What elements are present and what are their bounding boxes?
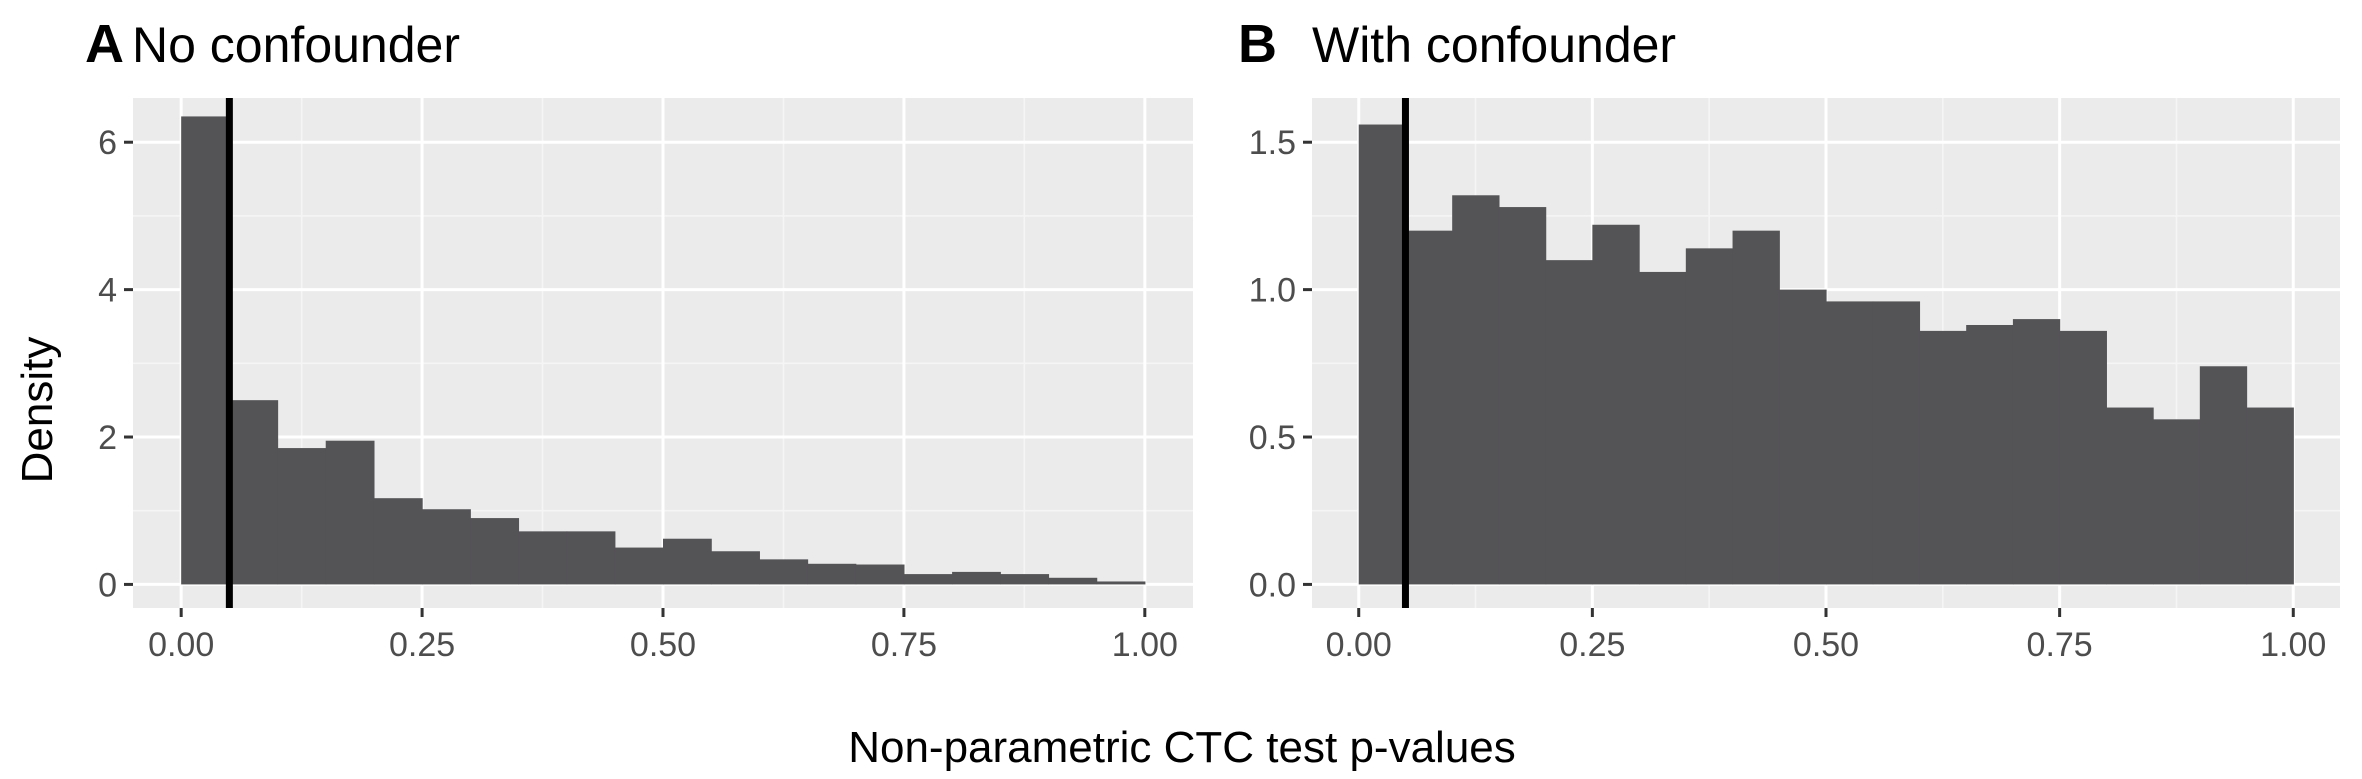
bar-a-19 — [1096, 581, 1146, 585]
y-axis-b: 0.0 0.5 1.0 1.5 — [1249, 124, 1312, 604]
panel-a: A No confounder 0.00 0.25 0.50 0.75 1.00 0 2 4… — [85, 14, 1193, 664]
y-tick-label-a-2: 4 — [98, 272, 117, 310]
x-axis-a: 0.00 0.25 0.50 0.75 1.00 — [148, 608, 1178, 664]
bar-a-0 — [181, 116, 230, 585]
panel-tag-a: A — [85, 14, 124, 74]
bar-a-6 — [470, 518, 520, 585]
bar-a-4 — [373, 498, 423, 585]
bar-a-12 — [759, 559, 809, 585]
bar-b-2 — [1452, 195, 1500, 585]
x-tick-label-b-3: 0.75 — [2027, 626, 2093, 664]
bar-b-18 — [2199, 366, 2248, 585]
bar-a-15 — [903, 574, 953, 585]
bar-a-3 — [325, 440, 375, 585]
bar-b-6 — [1639, 271, 1687, 585]
x-tick-label-a-4: 1.00 — [1112, 626, 1178, 664]
bar-b-9 — [1779, 289, 1827, 585]
bar-b-4 — [1545, 260, 1593, 585]
panel-title-a: No confounder — [132, 17, 460, 73]
bar-b-19 — [2246, 407, 2294, 585]
bars-b — [1358, 124, 2294, 585]
panel-title-b: With confounder — [1312, 17, 1676, 73]
bar-b-5 — [1592, 224, 1640, 585]
bar-a-8 — [566, 531, 616, 585]
bar-a-2 — [277, 448, 327, 585]
bar-a-18 — [1048, 577, 1098, 585]
x-tick-label-a-1: 0.25 — [389, 626, 455, 664]
panel-b: B With confounder 0.00 0.25 0.50 0.75 1.00 0… — [1238, 14, 2340, 664]
bars-a — [181, 116, 1146, 585]
bar-b-1 — [1405, 230, 1453, 585]
bar-a-1 — [229, 400, 279, 585]
panel-tag-b: B — [1238, 14, 1277, 74]
y-tick-label-b-3: 1.5 — [1249, 124, 1296, 162]
bar-b-16 — [2106, 407, 2154, 585]
bar-b-10 — [1826, 301, 1874, 585]
y-tick-label-a-0: 0 — [98, 566, 117, 604]
y-tick-label-b-0: 0.0 — [1249, 566, 1296, 604]
bar-b-11 — [1872, 301, 1921, 585]
bar-a-7 — [518, 531, 568, 585]
bar-a-17 — [1000, 574, 1050, 585]
bar-b-7 — [1685, 248, 1734, 585]
bar-a-16 — [952, 571, 1001, 585]
y-tick-label-b-1: 0.5 — [1249, 419, 1296, 457]
bar-b-3 — [1498, 207, 1547, 585]
x-tick-label-b-4: 1.00 — [2260, 626, 2326, 664]
y-axis-a: 0 2 4 6 — [98, 124, 133, 604]
x-axis-title: Non-parametric CTC test p-values — [848, 723, 1516, 772]
x-tick-label-a-3: 0.75 — [871, 626, 937, 664]
x-axis-b: 0.00 0.25 0.50 0.75 1.00 — [1326, 608, 2326, 664]
x-tick-label-b-1: 0.25 — [1559, 626, 1625, 664]
bar-a-9 — [614, 547, 664, 585]
bar-b-8 — [1732, 230, 1780, 585]
y-tick-label-b-2: 1.0 — [1249, 272, 1296, 310]
x-tick-label-a-2: 0.50 — [630, 626, 696, 664]
x-tick-label-a-0: 0.00 — [148, 626, 214, 664]
bar-b-17 — [2153, 419, 2201, 585]
bar-b-13 — [1966, 324, 2014, 585]
y-tick-label-a-1: 2 — [98, 419, 117, 457]
y-tick-label-a-3: 6 — [98, 124, 117, 162]
bar-a-14 — [855, 564, 905, 585]
x-tick-label-b-0: 0.00 — [1326, 626, 1392, 664]
bar-b-0 — [1358, 124, 1407, 585]
bar-a-5 — [422, 509, 471, 585]
x-tick-label-b-2: 0.50 — [1793, 626, 1859, 664]
bar-a-10 — [663, 538, 712, 585]
bar-b-14 — [2012, 319, 2061, 585]
bar-a-13 — [807, 563, 857, 585]
bar-a-11 — [711, 551, 760, 585]
y-axis-title: Density — [13, 337, 62, 484]
bar-b-12 — [1919, 330, 1967, 585]
bar-b-15 — [2059, 330, 2107, 585]
